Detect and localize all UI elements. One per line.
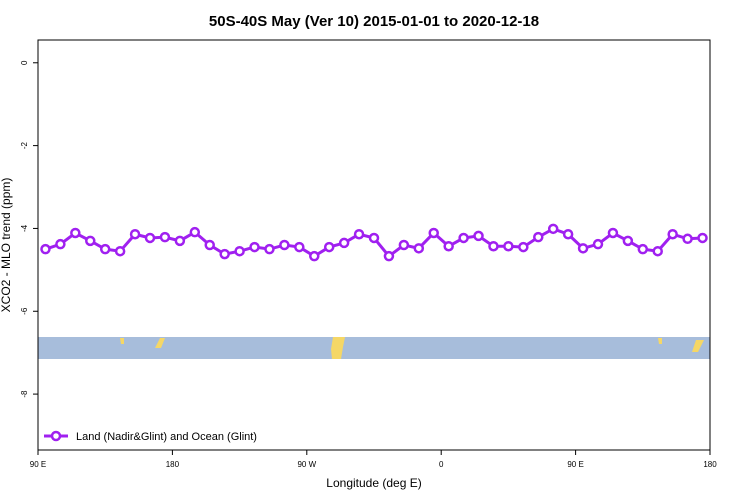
ocean-strip [38,337,710,359]
point [592,238,604,250]
map-strip [38,337,710,359]
point [547,223,559,235]
x-tick-label: 90 W [297,460,316,469]
point [294,241,305,253]
point [428,227,439,239]
point [279,239,290,251]
point [249,241,260,253]
point [682,233,693,245]
point [338,237,350,249]
point [488,240,499,252]
point [219,248,230,260]
y-tick-label: -8 [20,390,29,398]
point [518,241,529,253]
x-tick-label: 90 E [30,460,46,469]
x-tick-label: 180 [703,460,717,469]
point [458,232,469,244]
point [114,245,126,257]
point [622,235,634,247]
point [264,243,275,255]
plot-frame [37,39,711,451]
point [697,232,708,244]
point [652,245,663,257]
point [99,243,111,255]
y-tick-label: 0 [20,60,29,65]
chart-title: 50S-40S May (Ver 10) 2015-01-01 to 2020-… [209,13,539,30]
point [189,226,201,238]
point [40,243,51,255]
point [383,250,395,262]
point [144,232,156,244]
point [309,250,320,262]
point [413,243,425,254]
point [577,243,589,254]
legend-label: Land (Nadir&Glint) and Ocean (Glint) [76,431,257,443]
y-tick-label: -6 [20,307,29,315]
point [398,239,410,251]
point [562,228,574,240]
point [637,243,649,255]
point [667,228,678,240]
point [353,228,365,240]
point [204,239,215,251]
x-tick-label: 180 [166,460,180,469]
point [234,245,245,257]
x-tick-label: 0 [439,460,444,469]
point [323,241,335,253]
point [473,230,484,242]
point [174,235,186,247]
point [70,227,81,239]
legend-marker [50,430,62,442]
y-tick-label: -4 [20,224,29,232]
point [503,240,514,252]
point [55,238,66,250]
point [129,228,141,240]
point [443,240,454,252]
point [368,232,380,244]
point [533,231,544,243]
y-tick-label: -2 [20,142,29,150]
point [607,227,619,239]
x-tick-label: 90 E [567,460,583,469]
x-axis-label: Longitude (deg E) [326,476,421,490]
point [159,231,171,243]
y-axis-label: XCO2 - MLO trend (ppm) [0,178,13,313]
point [85,235,96,247]
